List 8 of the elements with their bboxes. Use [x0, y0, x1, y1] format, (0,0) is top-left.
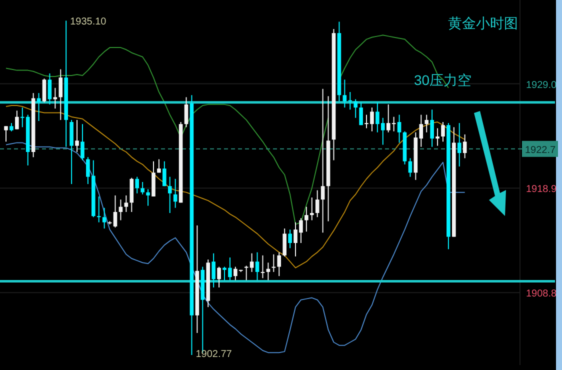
annotation: 1902.77	[196, 348, 232, 360]
annotation: 30压力空	[414, 72, 472, 88]
annotation: 1935.10	[70, 16, 107, 28]
ref-line-label: 1922.7	[525, 144, 556, 156]
text: 黄金小时图	[448, 15, 518, 31]
y-tick-label: 1908.8	[526, 288, 558, 300]
y-tick-label: 1918.9	[526, 184, 558, 196]
y-tick-label: 1929.0	[526, 80, 558, 91]
